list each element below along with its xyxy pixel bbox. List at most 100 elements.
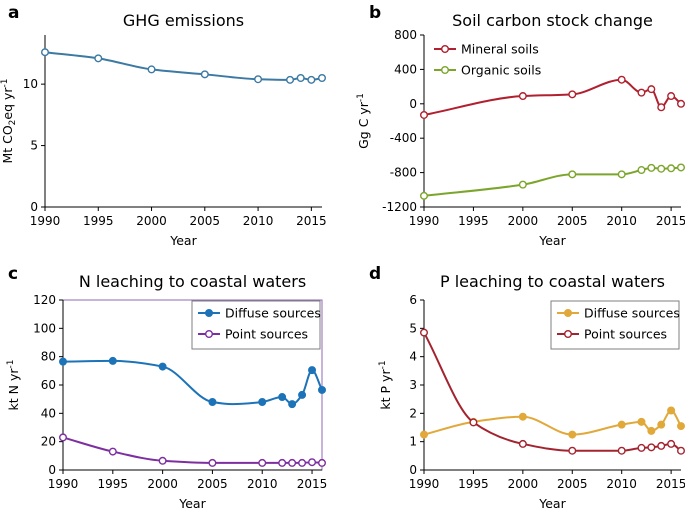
legend: Mineral soils Organic soils xyxy=(434,42,541,78)
legend-label: Point sources xyxy=(225,327,308,342)
y-tick-label: 1 xyxy=(409,435,417,449)
y-tick-label: 6 xyxy=(409,293,417,307)
x-tick-label: 1995 xyxy=(98,477,129,491)
panel-a: a GHG emissions 0 5 10 1990 1995 2000 2005 2010 20… xyxy=(0,3,327,248)
data-point xyxy=(298,458,307,467)
x-tick-label: 1995 xyxy=(83,214,114,228)
y-label-text: kt P yr xyxy=(378,369,393,410)
legend-swatch-marker xyxy=(441,65,450,74)
series-line xyxy=(44,51,323,81)
x-tick-label: 2000 xyxy=(136,214,167,228)
x-tick-label: 2000 xyxy=(147,477,178,491)
data-point xyxy=(308,366,317,375)
panel-letter: c xyxy=(8,264,18,284)
x-tick-label: 2015 xyxy=(297,477,328,491)
data-point xyxy=(677,446,685,455)
data-point xyxy=(617,170,626,179)
x-tick-label: 1990 xyxy=(409,477,440,491)
data-point xyxy=(420,191,429,200)
y-tick-label: 0 xyxy=(409,97,417,111)
data-point xyxy=(677,99,685,108)
legend-swatch-marker xyxy=(441,45,450,54)
x-tick-label: 2005 xyxy=(557,477,588,491)
y-tick-label: -1200 xyxy=(382,200,417,214)
y-axis-label: Mt CO2eq yr-1 xyxy=(0,78,18,163)
legend-swatch-marker xyxy=(204,309,213,318)
y-label-subscript: 2 xyxy=(8,120,18,126)
data-point xyxy=(94,54,103,63)
data-point xyxy=(420,430,429,439)
legend-swatch-marker xyxy=(564,330,573,339)
data-point xyxy=(41,48,50,57)
data-point xyxy=(288,400,297,409)
series-line xyxy=(62,436,323,464)
data-point xyxy=(298,390,307,399)
panel-letter: a xyxy=(8,3,19,23)
panel-d: d P leaching to coastal waters 0 1 2 3 4 5 6 1990… xyxy=(369,264,685,511)
x-tick-label: 1990 xyxy=(409,214,440,228)
data-point xyxy=(677,422,685,431)
data-point xyxy=(288,458,297,467)
data-point xyxy=(667,164,676,173)
series-line xyxy=(423,332,682,452)
series-line xyxy=(423,409,682,436)
legend-swatch-marker xyxy=(564,309,573,318)
data-point xyxy=(617,446,626,455)
chart-title: P leaching to coastal waters xyxy=(440,272,665,291)
series-line xyxy=(423,78,682,116)
data-point xyxy=(258,458,267,467)
data-point xyxy=(647,163,656,172)
legend: Diffuse sources Point sources xyxy=(550,300,680,350)
data-point xyxy=(208,458,217,467)
data-point xyxy=(318,458,327,467)
legend-label: Point sources xyxy=(584,327,667,342)
data-point xyxy=(108,447,117,456)
x-tick-label: 1990 xyxy=(30,214,61,228)
y-axis-label: kt N yr-1 xyxy=(6,360,21,411)
y-tick-label: 80 xyxy=(41,350,56,364)
data-point xyxy=(59,357,68,366)
panel-letter: b xyxy=(369,3,381,23)
data-point xyxy=(296,73,305,82)
y-tick-label: 400 xyxy=(394,62,417,76)
data-point xyxy=(278,393,287,402)
x-tick-label: 2005 xyxy=(197,477,228,491)
data-point xyxy=(568,446,577,455)
y-label-superscript: -1 xyxy=(356,93,366,102)
data-point xyxy=(617,75,626,84)
data-point xyxy=(637,166,646,175)
chart-title: Soil carbon stock change xyxy=(452,11,653,30)
y-tick-label: 800 xyxy=(394,28,417,42)
data-point xyxy=(258,398,267,407)
data-point xyxy=(254,75,263,84)
data-point xyxy=(308,458,317,467)
y-tick-label: 100 xyxy=(33,321,56,335)
y-label-superscript: -1 xyxy=(6,360,16,369)
data-point xyxy=(200,70,209,79)
y-label-text: Gg C yr xyxy=(356,101,371,149)
data-point xyxy=(158,362,167,371)
y-tick-label: 20 xyxy=(41,435,56,449)
y-tick-label: 5 xyxy=(409,321,417,335)
y-label-superscript: -1 xyxy=(0,78,10,87)
y-label-text: eq yr xyxy=(0,87,15,120)
y-axis-label: Gg C yr-1 xyxy=(356,93,371,149)
y-tick-label: 60 xyxy=(41,378,56,392)
y-tick-label: -400 xyxy=(390,131,417,145)
x-tick-label: 1995 xyxy=(458,477,489,491)
x-axis-label: Year xyxy=(178,496,206,511)
data-point xyxy=(469,418,478,427)
data-point xyxy=(278,458,287,467)
data-point xyxy=(318,385,327,394)
data-point xyxy=(568,90,577,99)
data-point xyxy=(59,433,68,442)
data-point xyxy=(677,163,685,172)
x-tick-label: 2010 xyxy=(247,477,278,491)
x-tick-label: 2000 xyxy=(508,214,539,228)
data-point xyxy=(637,443,646,452)
data-point xyxy=(568,170,577,179)
x-tick-label: 1995 xyxy=(458,214,489,228)
y-tick-label: 120 xyxy=(33,293,56,307)
legend-label: Diffuse sources xyxy=(584,306,680,321)
data-point xyxy=(307,75,316,84)
